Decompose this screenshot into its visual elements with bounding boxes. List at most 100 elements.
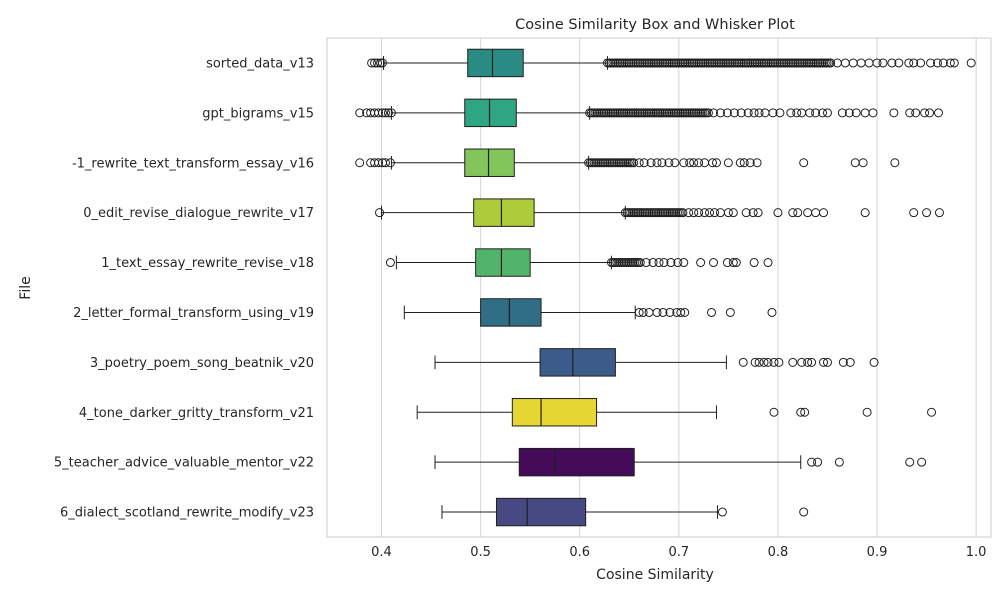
outlier-point: [711, 158, 721, 168]
outlier-point: [373, 58, 383, 68]
outlier-point: [715, 108, 725, 118]
outlier-point: [652, 158, 662, 168]
box-iqr: [539, 348, 616, 377]
outlier-group: [634, 307, 777, 317]
plot-frame: [326, 37, 992, 538]
outlier-point: [925, 108, 935, 118]
outlier-point: [788, 208, 798, 218]
outlier-point: [878, 58, 888, 68]
outlier-group: [769, 407, 937, 417]
outlier-point: [709, 108, 719, 118]
outlier-point: [844, 108, 854, 118]
outlier-point: [374, 158, 384, 168]
outlier-point: [862, 407, 872, 417]
outlier-point: [792, 108, 802, 118]
outlier-point: [666, 258, 676, 268]
outlier-point: [375, 208, 385, 218]
outlier-point: [807, 457, 817, 467]
outlier-point: [917, 457, 927, 467]
outlier-point: [703, 108, 713, 118]
outlier-point: [728, 208, 738, 218]
outlier-point: [774, 357, 784, 367]
outlier-point: [367, 58, 377, 68]
outlier-group: [807, 457, 927, 467]
box-iqr: [467, 48, 524, 78]
outlier-point: [679, 158, 689, 168]
outlier-point: [723, 208, 733, 218]
outlier-point: [838, 357, 848, 367]
outlier-point: [739, 158, 749, 168]
outlier-point: [385, 258, 395, 268]
outlier-point: [759, 357, 769, 367]
outlier-point: [383, 108, 393, 118]
x-tick-labels: 0.4 0.5 0.6 0.7 0.8 0.9 1.0: [371, 545, 986, 560]
outlier-group: [375, 208, 944, 218]
outlier-point: [887, 58, 897, 68]
outlier-point: [763, 258, 773, 268]
box-group: [416, 398, 717, 427]
outlier-point: [911, 108, 921, 118]
outlier-point: [926, 58, 936, 68]
outlier-point: [729, 108, 739, 118]
outlier-point: [641, 258, 651, 268]
x-tick-label: 0.9: [867, 545, 888, 560]
outlier-point: [945, 58, 955, 68]
outlier-point: [949, 58, 959, 68]
outlier-point: [676, 307, 686, 317]
outlier-point: [837, 108, 847, 118]
outlier-point: [638, 307, 648, 317]
outlier-point: [869, 357, 879, 367]
box-group: [381, 198, 626, 227]
outlier-group: [717, 507, 809, 517]
outlier-point: [860, 208, 870, 218]
box-group: [382, 48, 608, 78]
outlier-point: [708, 158, 718, 168]
outlier-point: [700, 208, 710, 218]
y-tick-label: 1_text_essay_rewrite_revise_v18: [101, 256, 314, 271]
y-tick-label: 3_poetry_poem_song_beatnik_v20: [90, 356, 314, 371]
outlier-point: [819, 357, 829, 367]
outlier-point: [750, 357, 760, 367]
outlier-point: [722, 258, 732, 268]
x-tick-label: 0.7: [668, 545, 689, 560]
box-iqr: [518, 447, 635, 477]
outlier-point: [377, 108, 387, 118]
box-group: [434, 348, 727, 377]
x-tick-label: 0.5: [470, 545, 491, 560]
y-axis-title: File: [18, 276, 34, 299]
outlier-point: [646, 158, 656, 168]
outlier-point: [738, 357, 748, 367]
outlier-point: [773, 208, 783, 218]
outlier-point: [685, 158, 695, 168]
outlier-point: [658, 307, 668, 317]
outlier-point: [822, 108, 832, 118]
y-tick-label: 2_letter_formal_transform_using_v19: [73, 306, 314, 321]
outlier-point: [386, 108, 396, 118]
outlier-point: [679, 258, 689, 268]
outlier-point: [709, 258, 719, 268]
outlier-point: [938, 58, 948, 68]
y-tick-label: sorted_data_v13: [206, 56, 314, 71]
outlier-point: [805, 108, 815, 118]
box-group: [441, 497, 718, 527]
outlier-group: [385, 258, 773, 268]
outlier-point: [788, 357, 798, 367]
outlier-point: [826, 58, 836, 68]
box-iqr: [480, 298, 542, 327]
outlier-point: [374, 108, 384, 118]
outlier-point: [696, 258, 706, 268]
outlier-point: [380, 108, 390, 118]
box-group: [390, 148, 590, 177]
outlier-point: [800, 407, 810, 417]
x-tick-label: 0.4: [371, 545, 392, 560]
outlier-point: [922, 208, 932, 218]
outlier-point: [933, 108, 943, 118]
outlier-point: [872, 58, 882, 68]
outlier-point: [678, 208, 688, 218]
outlier-point: [916, 58, 926, 68]
outlier-point: [749, 108, 759, 118]
outlier-point: [743, 108, 753, 118]
outlier-point: [818, 108, 828, 118]
y-tick-labels: sorted_data_v13 gpt_bigrams_v15 -1_rewrite…: [54, 56, 314, 520]
